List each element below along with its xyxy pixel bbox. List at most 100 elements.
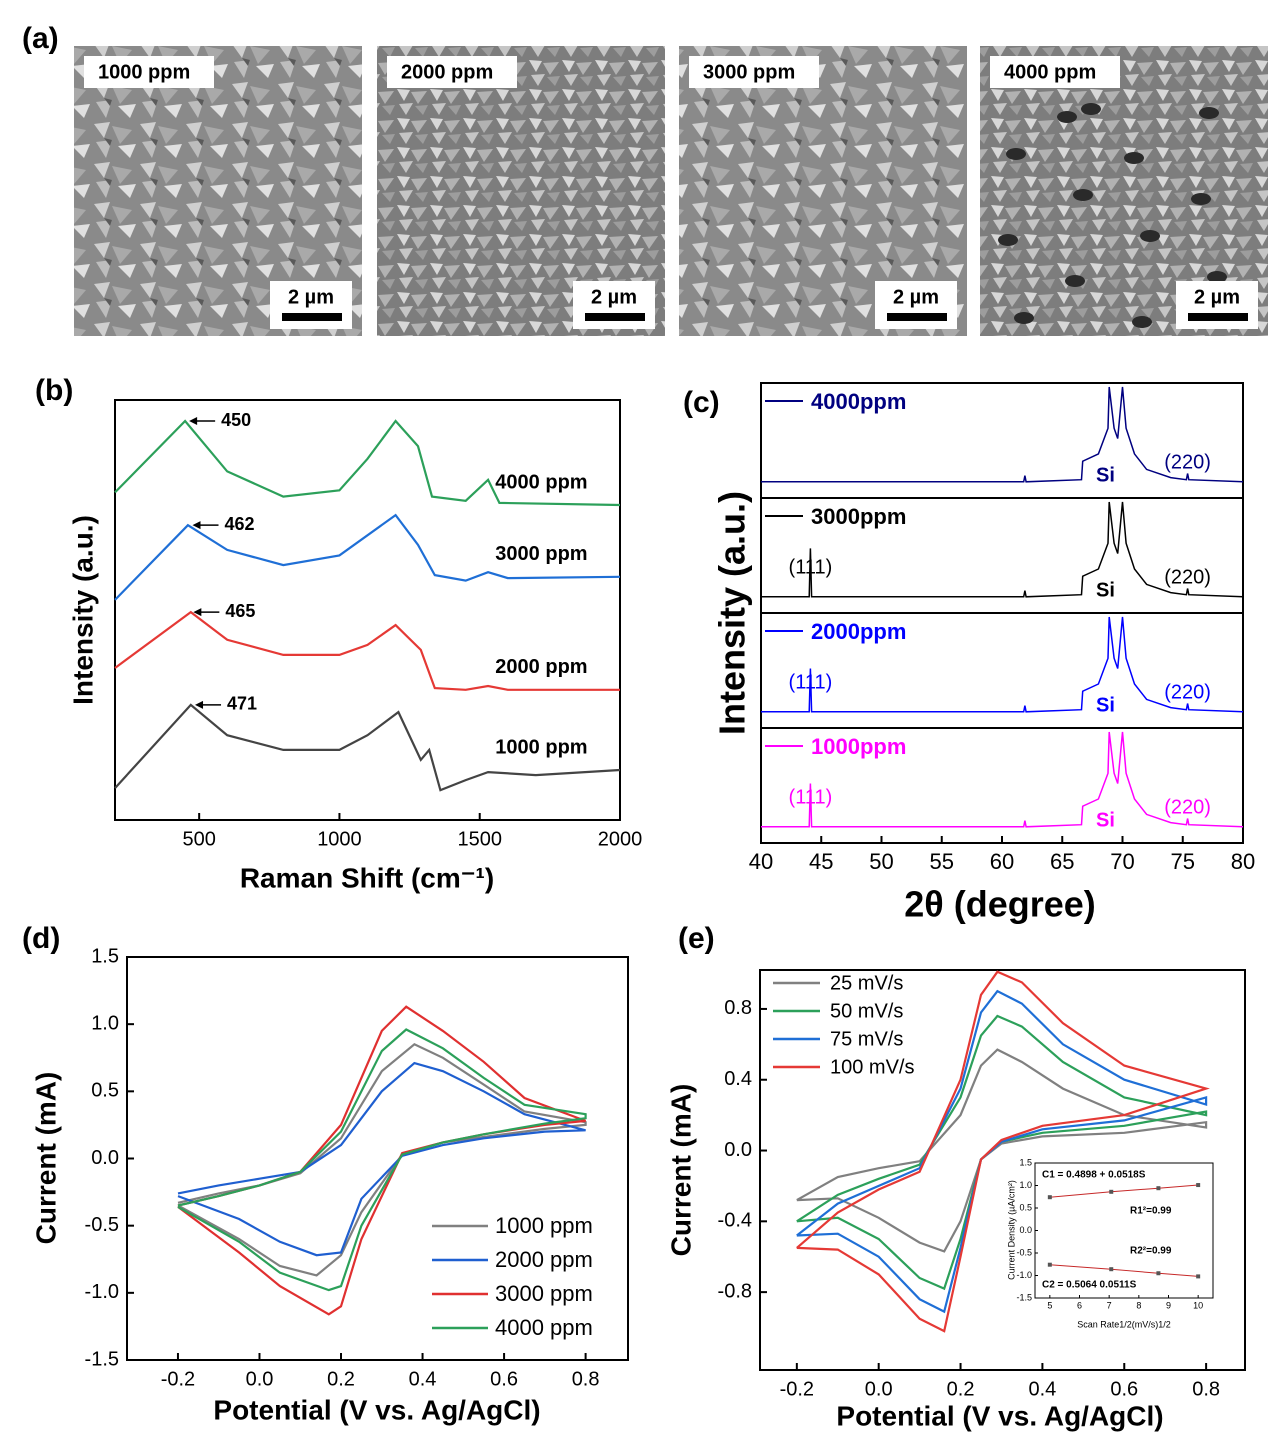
image-caption: 4000 ppm bbox=[1004, 61, 1096, 83]
y-tick-label: -1.0 bbox=[1016, 1270, 1032, 1280]
y-tick-label: 0.5 bbox=[91, 1080, 119, 1102]
y-tick-label: 1.0 bbox=[91, 1012, 119, 1034]
pore bbox=[1140, 230, 1160, 242]
legend-label: 100 mV/s bbox=[830, 1056, 914, 1078]
x-tick-label: 40 bbox=[749, 849, 773, 874]
legend-label: 4000 ppm bbox=[495, 1315, 593, 1340]
marker bbox=[1047, 1195, 1052, 1200]
marker bbox=[1109, 1267, 1114, 1272]
legend-label: 25 mV/s bbox=[830, 972, 903, 994]
y-tick-label: 0.5 bbox=[1019, 1202, 1032, 1212]
legend-label: 50 mV/s bbox=[830, 1000, 903, 1022]
series-line bbox=[177, 1005, 586, 1316]
scale-text: 2 µm bbox=[288, 286, 334, 308]
legend-label: 75 mV/s bbox=[830, 1028, 903, 1050]
series-line bbox=[177, 1028, 587, 1292]
caption-box bbox=[689, 56, 819, 88]
pore bbox=[1073, 189, 1093, 201]
x-tick-label: 0.6 bbox=[1110, 1378, 1138, 1400]
marker bbox=[1047, 1262, 1052, 1267]
legend-label: 1000 ppm bbox=[495, 1213, 593, 1238]
peak-label: (111) bbox=[789, 671, 833, 693]
peak-label: (220) bbox=[1164, 566, 1211, 588]
arrow-head bbox=[193, 608, 202, 617]
peak-label: Si bbox=[1096, 464, 1115, 486]
y-tick-label: 0.4 bbox=[724, 1068, 752, 1090]
y-tick-label: -0.8 bbox=[718, 1280, 752, 1302]
peak-label: 462 bbox=[225, 514, 255, 534]
series-line bbox=[114, 513, 621, 601]
peak-label: Si bbox=[1096, 579, 1115, 601]
series-label: 1000 ppm bbox=[495, 736, 587, 758]
x-axis-title: Scan Rate1/2(mV/s)1/2 bbox=[1077, 1319, 1171, 1329]
legend-label: 3000 ppm bbox=[495, 1281, 593, 1306]
peak-label: (111) bbox=[789, 786, 833, 808]
x-tick-label: 9 bbox=[1166, 1300, 1171, 1310]
x-axis-title: Potential (V vs. Ag/AgCl) bbox=[213, 1394, 540, 1425]
panel-label: (c) bbox=[683, 386, 720, 419]
x-axis-title: Raman Shift (cm⁻¹) bbox=[240, 862, 494, 893]
x-tick-label: 7 bbox=[1107, 1300, 1112, 1310]
image-caption: 1000 ppm bbox=[98, 61, 190, 83]
plot-frame bbox=[759, 969, 1246, 1371]
x-tick-label: 5 bbox=[1047, 1300, 1052, 1310]
peak-label: (220) bbox=[1164, 681, 1211, 703]
pore bbox=[1057, 111, 1077, 123]
pore bbox=[1014, 312, 1034, 324]
y-tick-label: 0.0 bbox=[724, 1139, 752, 1161]
y-tick-label: -0.4 bbox=[718, 1210, 752, 1232]
panel-label: (a) bbox=[22, 22, 59, 55]
x-tick-label: -0.2 bbox=[161, 1368, 195, 1390]
xrd-line bbox=[761, 616, 1243, 713]
y-tick-label: 1.0 bbox=[1019, 1180, 1032, 1190]
legend-label: 1000ppm bbox=[811, 734, 906, 759]
xrd-line bbox=[761, 386, 1243, 483]
plot-frame bbox=[114, 399, 621, 821]
series-line bbox=[1049, 1264, 1199, 1277]
arrow-head bbox=[189, 417, 198, 425]
peak-label: Si bbox=[1096, 694, 1115, 716]
series-line bbox=[177, 1061, 586, 1257]
inset-annotation: R1²=0.99 bbox=[1130, 1206, 1172, 1217]
x-tick-label: 1500 bbox=[457, 828, 502, 850]
pore bbox=[1065, 275, 1085, 287]
x-tick-label: 65 bbox=[1050, 849, 1074, 874]
marker bbox=[1196, 1274, 1201, 1279]
pore bbox=[1207, 271, 1227, 283]
peak-label: (220) bbox=[1164, 796, 1211, 818]
legend-label: 3000ppm bbox=[811, 504, 906, 529]
x-tick-label: 80 bbox=[1231, 849, 1255, 874]
panel-label: (b) bbox=[35, 374, 73, 407]
x-tick-label: 6 bbox=[1077, 1300, 1082, 1310]
scale-text: 2 µm bbox=[591, 286, 637, 308]
pore bbox=[1006, 148, 1026, 160]
x-tick-label: 0.2 bbox=[327, 1368, 355, 1390]
peak-label: 450 bbox=[221, 410, 251, 430]
peak-label: (220) bbox=[1164, 451, 1211, 473]
y-tick-label: 0.0 bbox=[1019, 1225, 1032, 1235]
x-tick-label: 70 bbox=[1110, 849, 1134, 874]
image-caption: 2000 ppm bbox=[401, 61, 493, 83]
series-label: 3000 ppm bbox=[495, 543, 587, 565]
y-axis-title: Intensity (a.u.) bbox=[67, 515, 98, 705]
series-line bbox=[114, 610, 620, 691]
pore bbox=[1132, 316, 1152, 328]
x-tick-label: 0.4 bbox=[409, 1368, 437, 1390]
peak-label: Si bbox=[1096, 809, 1115, 831]
xrd-line bbox=[761, 501, 1243, 598]
inset-annotation: C2 = 0.5064 0.0511S bbox=[1042, 1280, 1137, 1291]
scale-bar bbox=[282, 313, 342, 321]
y-tick-label: 1.5 bbox=[1019, 1157, 1032, 1167]
panel-label: (e) bbox=[678, 922, 715, 955]
y-tick-label: -1.5 bbox=[1016, 1292, 1032, 1302]
scale-bar bbox=[585, 313, 645, 321]
inset-annotation: R2²=0.99 bbox=[1130, 1246, 1172, 1257]
x-tick-label: 0.4 bbox=[1028, 1378, 1056, 1400]
scale-bar bbox=[887, 313, 947, 321]
peak-label: (111) bbox=[789, 556, 833, 578]
pore bbox=[998, 234, 1018, 246]
y-tick-label: 0.8 bbox=[724, 997, 752, 1019]
y-tick-label: 0.0 bbox=[91, 1147, 119, 1169]
y-tick-label: 1.5 bbox=[91, 945, 119, 967]
pore bbox=[1191, 193, 1211, 205]
